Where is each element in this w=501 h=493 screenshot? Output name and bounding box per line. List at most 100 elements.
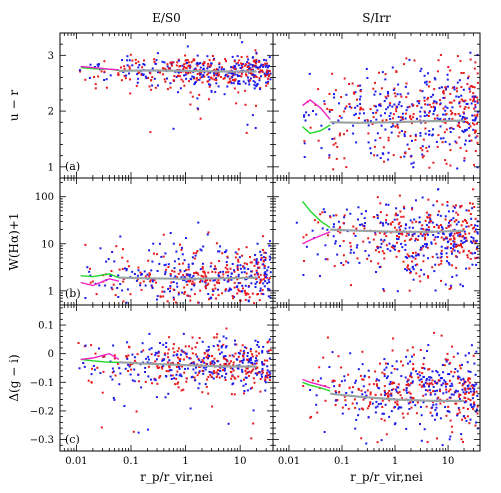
data-point-red: [456, 232, 459, 234]
data-point-red: [244, 289, 246, 292]
data-point-red: [127, 345, 130, 348]
data-point-blue: [178, 59, 181, 62]
data-point-blue: [356, 244, 359, 247]
data-point-red: [433, 238, 436, 241]
data-point-blue: [358, 98, 361, 101]
data-point-red: [196, 250, 199, 252]
data-point-red: [476, 141, 479, 144]
data-point-red: [458, 235, 461, 238]
data-point-red: [249, 79, 252, 82]
data-point-blue: [420, 406, 422, 408]
data-point-red: [378, 231, 381, 234]
data-point-red: [215, 72, 218, 75]
data-point-red: [403, 63, 406, 66]
data-point-blue: [419, 132, 422, 134]
data-point-blue: [387, 92, 390, 95]
data-point-red: [128, 65, 131, 68]
data-point-blue: [212, 345, 215, 348]
data-point-blue: [433, 380, 436, 383]
data-point-red: [409, 114, 412, 117]
data-point-red: [207, 392, 210, 395]
data-point-red: [105, 86, 108, 89]
data-point-red: [407, 383, 410, 386]
data-point-red: [476, 72, 479, 75]
data-point-red: [333, 265, 336, 268]
data-point-red: [447, 390, 450, 393]
data-point-red: [178, 263, 181, 266]
data-point-blue: [392, 89, 395, 91]
data-point-red: [182, 63, 185, 66]
data-point-blue: [367, 416, 370, 419]
data-point-red: [427, 368, 430, 371]
data-point-red: [169, 273, 172, 275]
data-point-blue: [447, 261, 450, 264]
data-point-blue: [436, 371, 439, 374]
data-point-blue: [322, 208, 325, 211]
data-point-red: [467, 106, 470, 109]
data-point-blue: [374, 139, 377, 142]
data-point-blue: [340, 116, 343, 119]
data-point-blue: [185, 353, 188, 356]
data-point-red: [401, 364, 404, 367]
data-point-blue: [463, 159, 466, 162]
data-point-blue: [357, 368, 360, 371]
data-point-blue: [367, 254, 370, 257]
data-point-red: [207, 282, 210, 285]
data-point-red: [449, 149, 452, 152]
data-point-blue: [392, 244, 395, 247]
data-point-blue: [470, 406, 473, 409]
data-point-blue: [252, 80, 255, 83]
data-point-blue: [250, 356, 253, 359]
data-point-red: [442, 92, 445, 95]
data-point-blue: [439, 214, 442, 217]
data-point-blue: [392, 124, 395, 127]
data-point-red: [204, 276, 207, 278]
data-point-blue: [193, 83, 196, 86]
data-point-red: [255, 269, 258, 272]
data-point-red: [340, 96, 343, 99]
data-point-red: [326, 258, 329, 261]
data-point-red: [184, 345, 187, 348]
data-point-blue: [258, 79, 261, 82]
data-point-red: [446, 201, 449, 203]
data-point-blue: [446, 410, 449, 413]
data-point-red: [469, 399, 472, 402]
data-point-red: [94, 87, 97, 90]
data-point-blue: [422, 375, 425, 378]
data-point-red: [357, 117, 360, 119]
data-point-blue: [151, 84, 154, 87]
data-point-blue: [462, 391, 465, 394]
data-point-red: [209, 64, 212, 67]
data-point-blue: [255, 281, 258, 284]
data-point-blue: [154, 351, 157, 354]
y-axis-label: W(Hα)+1: [7, 213, 21, 271]
data-point-red: [148, 85, 151, 88]
data-point-blue: [401, 116, 404, 119]
data-point-red: [458, 231, 461, 234]
data-point-blue: [103, 79, 106, 81]
data-point-blue: [394, 245, 396, 248]
data-point-blue: [119, 372, 122, 375]
data-point-blue: [129, 373, 132, 376]
data-point-blue: [399, 93, 402, 96]
data-point-red: [455, 402, 458, 405]
data-point-blue: [388, 383, 391, 386]
data-point-blue: [264, 271, 267, 274]
data-point-red: [467, 387, 470, 390]
data-point-red: [406, 232, 408, 235]
data-point-blue: [372, 112, 375, 114]
data-point-red: [400, 116, 403, 119]
data-point-blue: [239, 267, 242, 270]
data-point-blue: [461, 242, 464, 245]
data-point-blue: [448, 396, 451, 399]
data-point-blue: [430, 95, 433, 98]
data-point-blue: [174, 275, 177, 278]
data-point-red: [94, 83, 97, 86]
data-point-red: [332, 168, 335, 171]
data-point-red: [213, 357, 216, 360]
data-point-blue: [234, 65, 237, 68]
data-point-blue: [367, 141, 370, 144]
data-point-blue: [397, 232, 400, 235]
data-point-blue: [252, 409, 255, 412]
data-point-blue: [125, 74, 128, 77]
